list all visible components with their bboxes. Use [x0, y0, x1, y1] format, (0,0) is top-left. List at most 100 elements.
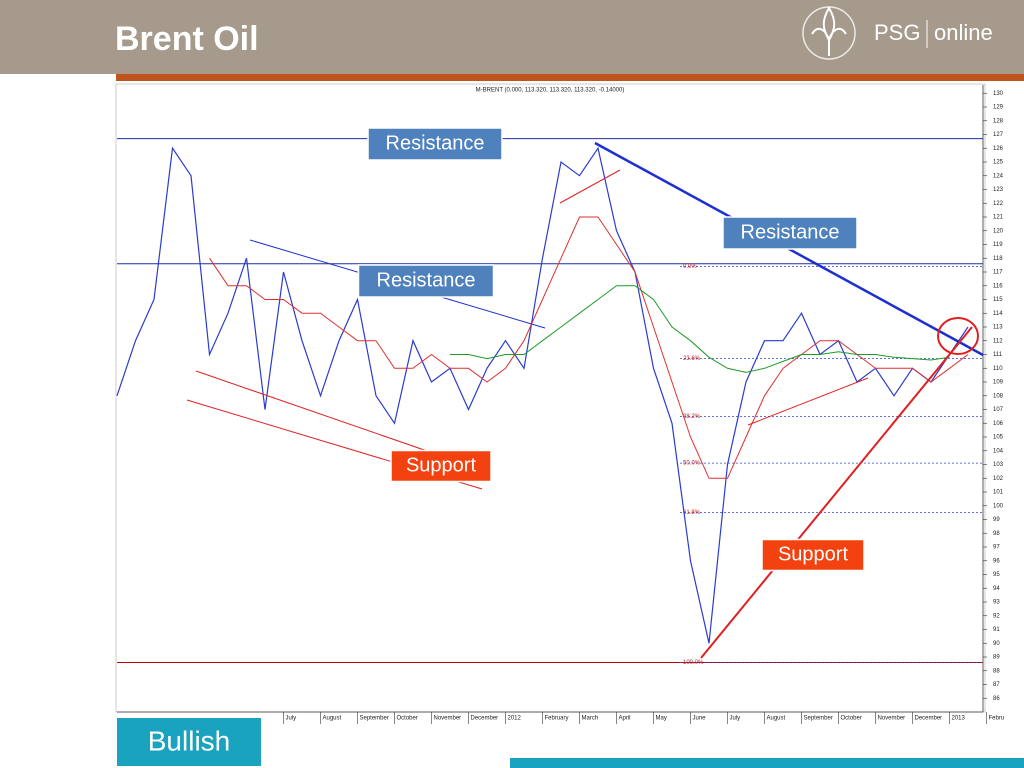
- y-tick-label: 123: [993, 187, 1004, 193]
- x-tick-label: November: [878, 716, 906, 722]
- series-line: [116, 146, 969, 644]
- fib-label: 50.0%: [683, 461, 701, 467]
- x-tick-label: October: [841, 716, 862, 722]
- y-tick-label: 122: [993, 201, 1004, 207]
- x-tick-label: 2012: [508, 716, 522, 722]
- trend-line: [700, 326, 973, 659]
- y-tick-label: 94: [993, 586, 1000, 592]
- y-tick-label: 102: [993, 476, 1004, 482]
- y-tick-label: 112: [993, 338, 1003, 344]
- footer-bar: [510, 758, 1024, 768]
- y-tick-label: 106: [993, 421, 1004, 427]
- y-tick-label: 89: [993, 655, 1000, 661]
- y-tick-label: 126: [993, 146, 1004, 152]
- y-tick-label: 90: [993, 641, 1000, 647]
- y-tick-label: 114: [993, 311, 1003, 317]
- y-tick-label: 105: [993, 435, 1004, 441]
- y-tick-label: 119: [993, 242, 1003, 248]
- annotation-box: [367, 127, 503, 161]
- y-tick-label: 125: [993, 160, 1004, 166]
- slide-title: Brent Oil: [115, 20, 259, 58]
- annotation-box: [761, 538, 865, 572]
- y-tick-label: 130: [993, 91, 1004, 97]
- annotation-box: [390, 449, 492, 483]
- y-tick-label: 115: [993, 297, 1003, 303]
- x-tick-label: December: [915, 716, 943, 722]
- y-tick-label: 99: [993, 517, 1000, 523]
- x-tick-label: November: [434, 716, 462, 722]
- x-tick-label: August: [767, 716, 786, 722]
- x-tick-label: Febru: [989, 716, 1005, 722]
- x-tick-label: August: [323, 716, 342, 722]
- annotation-box: [722, 216, 858, 250]
- x-tick-label: September: [804, 716, 833, 722]
- annotation-label: Resistance: [741, 221, 840, 243]
- logo-brand: PSG: [874, 20, 920, 45]
- footer-label: Bullish: [148, 725, 230, 756]
- fib-label: 100.0%: [683, 660, 704, 666]
- y-tick-label: 88: [993, 668, 1000, 674]
- x-tick-label: December: [471, 716, 499, 722]
- annotation-label: Support: [406, 454, 476, 476]
- trend-line: [747, 377, 869, 426]
- y-tick-label: 104: [993, 448, 1004, 454]
- y-tick-label: 107: [993, 407, 1004, 413]
- series-line: [209, 216, 969, 479]
- y-tick-label: 108: [993, 393, 1004, 399]
- y-tick-label: 92: [993, 613, 1000, 619]
- x-tick-label: March: [582, 716, 599, 722]
- fib-label: 38.2%: [683, 414, 701, 420]
- y-tick-label: 116: [993, 283, 1003, 289]
- plot-area: [115, 83, 986, 713]
- x-tick-label: October: [397, 716, 418, 722]
- y-tick-label: 91: [993, 627, 1000, 633]
- y-tick-label: 124: [993, 173, 1004, 179]
- x-tick-label: September: [360, 716, 389, 722]
- annotation-label: Resistance: [386, 132, 485, 154]
- x-tick-label: June: [693, 716, 707, 722]
- logo-suffix: online: [934, 20, 993, 45]
- y-tick-label: 128: [993, 118, 1004, 124]
- header-rule: [116, 74, 1024, 81]
- annotations: Resistance Resistance Resistance Support Sup…: [357, 127, 865, 572]
- y-tick-label: 95: [993, 572, 1000, 578]
- fib-label: 23.6%: [683, 356, 701, 362]
- y-tick-label: 100: [993, 503, 1004, 509]
- annotation-label: Resistance: [377, 269, 476, 291]
- footer-box: [117, 718, 261, 766]
- y-tick-label: 86: [993, 696, 1000, 702]
- x-tick-label: 2013: [952, 716, 966, 722]
- y-tick-label: 121: [993, 215, 1004, 221]
- y-tick-label: 109: [993, 380, 1004, 386]
- x-tick-label: May: [656, 716, 667, 722]
- highlight-circle: [937, 317, 979, 355]
- x-tick-label: July: [286, 716, 297, 722]
- annotation-label: Support: [778, 543, 848, 565]
- header-band: [0, 0, 1024, 74]
- trend-line: [559, 169, 621, 204]
- y-tick-label: 98: [993, 531, 1000, 537]
- x-tick-label: July: [730, 716, 741, 722]
- y-tick-label: 93: [993, 600, 1000, 606]
- y-tick-label: 117: [993, 270, 1003, 276]
- y-tick-label: 113: [993, 325, 1003, 331]
- x-tick-label: February: [545, 716, 569, 722]
- y-tick-label: 118: [993, 256, 1003, 262]
- y-tick-label: 87: [993, 682, 1000, 688]
- series-line: [450, 285, 950, 373]
- x-tick-label: April: [619, 716, 631, 722]
- plot: 86 87 88 89 90 91 92 93 94 95 96 97 98 99 100 101 102 103…: [116, 85, 1005, 724]
- y-tick-label: 127: [993, 132, 1004, 138]
- y-tick-label: 110: [993, 366, 1003, 372]
- fib-label: 61.8%: [683, 510, 701, 516]
- annotation-box: [357, 264, 495, 298]
- logo: PSG online: [802, 6, 993, 60]
- chart-title: M-BRENT (0.000, 113.320, 113.320, 113.32…: [476, 88, 625, 94]
- y-tick-label: 103: [993, 462, 1004, 468]
- y-tick-label: 120: [993, 228, 1004, 234]
- logo-mark: [811, 6, 847, 56]
- y-tick-label: 97: [993, 545, 1000, 551]
- y-tick-label: 111: [993, 352, 1003, 358]
- fib-label: 0.0%: [683, 264, 697, 270]
